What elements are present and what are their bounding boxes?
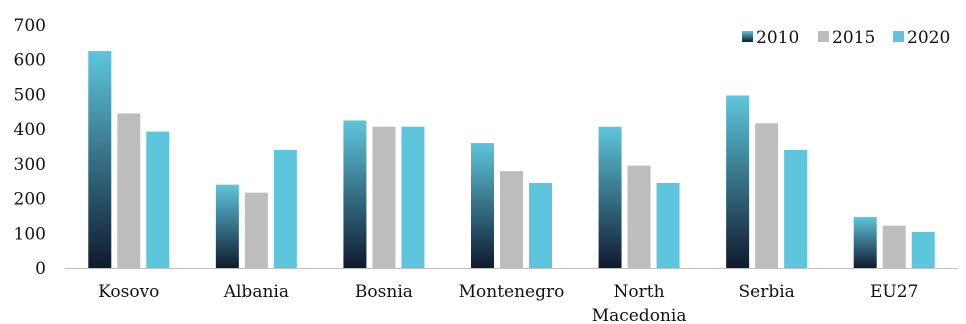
y-tick-label: 100 [14, 224, 46, 244]
x-tick-label: Kosovo [98, 282, 159, 302]
x-tick-label: Bosnia [355, 282, 413, 302]
bar-2015-serbia [755, 123, 779, 269]
bars-group [88, 51, 935, 269]
legend-label-2010: 2010 [756, 28, 799, 48]
bar-2020-albania [273, 149, 297, 268]
x-tick-label: EU27 [870, 282, 918, 302]
bar-2010-north-macedonia [598, 126, 622, 268]
y-tick-label: 0 [35, 259, 46, 279]
bar-2010-bosnia [343, 120, 367, 268]
y-tick-label: 300 [14, 155, 46, 175]
bar-2020-serbia [784, 149, 808, 268]
bar-2010-eu27 [853, 216, 877, 268]
legend-label-2015: 2015 [832, 28, 875, 48]
x-tick-label: North Macedonia [592, 282, 687, 324]
legend-swatch-2010 [742, 31, 753, 42]
x-tick-label: Serbia [738, 282, 794, 302]
bar-2015-montenegro [500, 171, 523, 268]
bar-2010-albania [215, 184, 239, 268]
x-tick-label: Albania [223, 282, 289, 302]
bar-2020-montenegro [529, 182, 552, 268]
x-axis: Kosovo Albania Bosnia Montenegro North Macedo… [65, 268, 958, 324]
bar-2020-eu27 [911, 231, 935, 268]
bar-2015-north-macedonia [627, 165, 651, 268]
y-tick-label: 500 [14, 85, 46, 105]
bar-2010-kosovo [88, 51, 112, 269]
legend-swatch-2015 [818, 31, 829, 42]
bar-2015-kosovo [117, 113, 141, 269]
bar-2020-kosovo [146, 131, 170, 268]
x-tick-label: Montenegro [459, 282, 565, 302]
legend-swatch-2020 [893, 31, 904, 42]
y-tick-label: 400 [14, 120, 46, 140]
y-axis: 0 100 200 300 400 500 600 700 [14, 16, 46, 279]
legend: 2010 2015 2020 [742, 28, 950, 48]
bar-2010-serbia [726, 95, 750, 268]
bar-2015-albania [244, 192, 268, 268]
bar-2015-eu27 [882, 225, 906, 268]
y-tick-label: 600 [14, 51, 46, 71]
bar-2020-north-macedonia [656, 182, 680, 268]
legend-label-2020: 2020 [907, 28, 950, 48]
y-tick-label: 200 [14, 190, 46, 210]
y-tick-label: 700 [14, 16, 46, 36]
bar-2015-bosnia [372, 126, 396, 268]
bar-2020-bosnia [401, 126, 425, 268]
bar-2010-montenegro [471, 143, 494, 268]
